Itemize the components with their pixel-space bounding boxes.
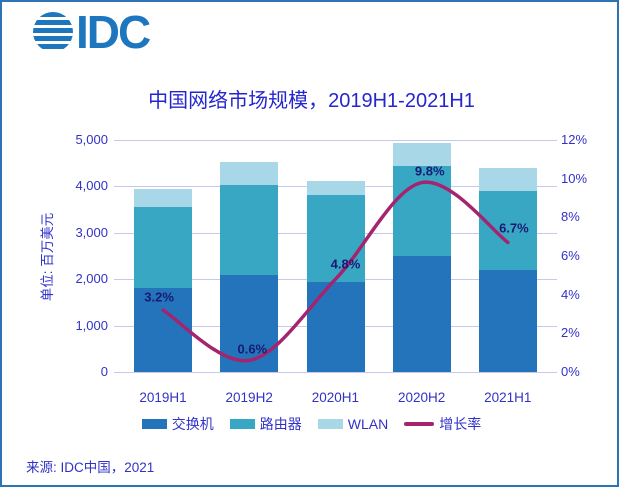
legend-label: 交换机: [171, 416, 214, 432]
secondary-axis-tick-label: 10%: [561, 170, 588, 186]
secondary-axis-tick-label: 8%: [561, 209, 580, 225]
bar-segment-路由器: [220, 184, 279, 275]
plot-area: 3.2% 0.6% 4.8% 9.8% 6.7%: [120, 140, 551, 372]
bar-segment-WLAN: [134, 188, 193, 208]
bar-segment-交换机: [478, 269, 537, 372]
bar-segment-路由器: [392, 165, 451, 256]
x-axis-tick-label: 2019H1: [139, 390, 187, 405]
legend-swatch-icon: [317, 419, 343, 429]
x-axis-tick-label: 2020H2: [397, 390, 446, 405]
growth-rate-data-label: 6.7%: [499, 220, 529, 236]
bar-segment-路由器: [306, 195, 365, 282]
idc-logo-text: IDC: [76, 6, 151, 58]
legend-label: 增长率: [439, 416, 482, 432]
secondary-axis-tick-label: 6%: [561, 248, 580, 263]
legend-label: WLAN: [347, 416, 389, 432]
y-axis-tick-label: 4,000: [75, 178, 108, 194]
y-axis-tick-label: 3,000: [75, 224, 108, 240]
bar-segment-WLAN: [478, 168, 537, 192]
secondary-axis-tick-label: 2%: [561, 325, 580, 341]
bar-segment-交换机: [134, 288, 193, 372]
growth-rate-data-label: 9.8%: [414, 163, 445, 179]
legend-line-swatch-icon: [404, 422, 435, 426]
bar-segment-WLAN: [392, 143, 451, 166]
x-axis-tick-label: 2019H2: [225, 390, 273, 405]
bar-segment-WLAN: [220, 162, 279, 185]
growth-rate-data-label: 3.2%: [144, 289, 174, 305]
y-axis-tick-label: 0: [100, 364, 108, 379]
y-axis-unit-label: 单位: 百万美元: [40, 212, 55, 302]
legend-label: 路由器: [259, 416, 302, 432]
bar-segment-交换机: [392, 256, 451, 372]
y-axis-tick-label: 1,000: [75, 317, 108, 333]
secondary-axis-tick-label: 4%: [561, 286, 580, 302]
y-axis-tick-label: 2,000: [75, 271, 108, 287]
bar-segment-交换机: [306, 281, 365, 372]
bar-segment-WLAN: [306, 181, 365, 196]
idc-logo: IDC: [33, 6, 151, 58]
gridline: [114, 140, 557, 141]
gridline: [114, 372, 557, 373]
secondary-axis-tick-label: 12%: [561, 132, 588, 147]
legend-swatch-icon: [229, 419, 255, 429]
legend-item-增长率: 增长率: [404, 414, 481, 434]
legend: 交换机 路由器 WLAN 增长率: [2, 414, 617, 434]
growth-rate-data-label: 0.6%: [237, 341, 268, 357]
bar-segment-交换机: [220, 274, 279, 372]
legend-item-路由器: 路由器: [229, 414, 302, 434]
source-text: 来源: IDC中国，2021: [26, 460, 155, 475]
idc-globe-icon: [33, 12, 73, 52]
bar-segment-路由器: [478, 191, 537, 270]
legend-item-交换机: 交换机: [141, 414, 214, 434]
growth-rate-data-label: 4.8%: [330, 256, 361, 272]
y-axis-tick-label: 5,000: [75, 132, 108, 147]
legend-swatch-icon: [141, 419, 167, 429]
growth-rate-line: [161, 180, 510, 363]
x-axis-tick-label: 2020H1: [311, 390, 360, 405]
legend-item-WLAN: WLAN: [317, 416, 389, 432]
bar-segment-路由器: [134, 207, 193, 289]
secondary-axis-tick-label: 0%: [561, 364, 580, 379]
x-axis-tick-label: 2021H1: [484, 390, 532, 405]
chart-title: 中国网络市场规模，2019H1-2021H1: [148, 90, 475, 112]
